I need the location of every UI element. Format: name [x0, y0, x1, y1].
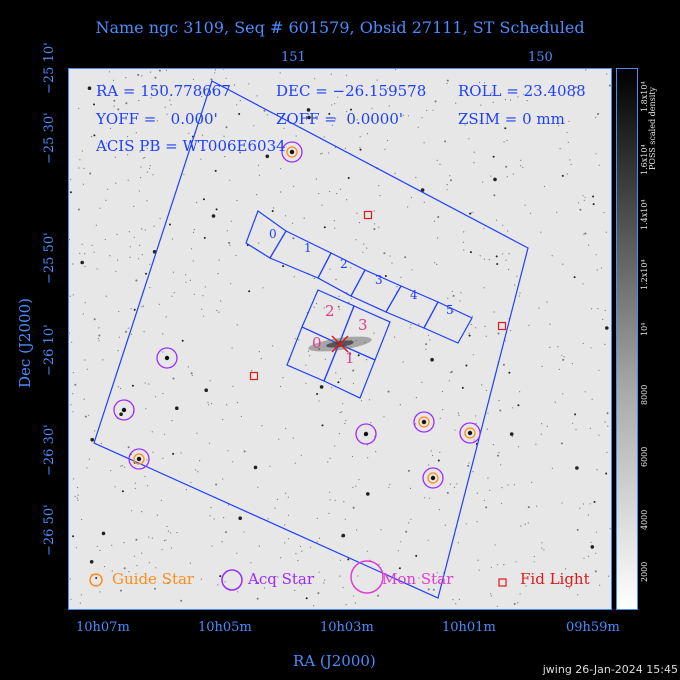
timestamp-credit: jwing 26-Jan-2024 15:45	[542, 663, 678, 676]
star-point	[289, 149, 295, 155]
colorbar-tick: 1.6x10⁴	[640, 144, 649, 175]
target-galaxy	[308, 335, 372, 353]
acis-i-array	[286, 289, 391, 399]
chip-label-2: 2	[340, 257, 348, 271]
aimpoint-chip-label-0: 0	[312, 334, 322, 352]
fid-light-legend-label: Fid Light	[520, 570, 590, 588]
aimpoint-chip-label-2: 2	[325, 302, 335, 320]
fid-light-legend-icon	[498, 578, 507, 587]
acis-s-array	[245, 210, 473, 344]
acis-value: ACIS PB = WT006E6034	[96, 137, 286, 155]
chip-label-5: 5	[446, 303, 454, 317]
colorbar-tick: 1.2x10⁴	[640, 259, 649, 290]
acq-star-marker	[422, 467, 444, 489]
aimpoint-marker	[331, 335, 349, 353]
fid-light-marker	[249, 371, 259, 381]
acq-star-legend-icon	[221, 569, 243, 591]
chip-label-1: 1	[304, 241, 312, 255]
plot-title: Name ngc 3109, Seq # 601579, Obsid 27111…	[95, 18, 585, 37]
colorbar-tick: 10⁴	[640, 322, 649, 336]
y-axis-title: Dec (J2000)	[16, 298, 34, 388]
zoff-value: ZOFF = 0.0000'	[276, 110, 404, 128]
top-tick-label: 151	[281, 50, 306, 65]
colorbar-tick: 1.4x10⁴	[640, 199, 649, 230]
x-axis-title: RA (J2000)	[293, 652, 376, 670]
colorbar	[616, 68, 638, 610]
y-tick-label: −25 10'	[42, 42, 57, 94]
colorbar-tick: 1.8x10⁴	[640, 81, 649, 112]
y-tick-label: −25 50'	[42, 232, 57, 284]
aimpoint-chip-label-3: 3	[358, 316, 368, 334]
guide-star-legend-icon	[89, 573, 103, 587]
y-tick-label: −26 50'	[42, 504, 57, 556]
chip-label-3: 3	[375, 273, 383, 287]
star-point	[121, 407, 127, 413]
overlay	[93, 80, 529, 599]
chip-label-0: 0	[269, 227, 277, 241]
x-tick-label: 09h59m	[566, 620, 620, 635]
star-point	[363, 431, 369, 437]
acq-star-marker	[113, 399, 135, 421]
colorbar-tick: 8000	[640, 384, 649, 405]
mon-star-legend-label: Mon Star	[382, 570, 454, 588]
aimpoint-chip-label-1: 1	[345, 349, 355, 367]
ra-value: RA = 150.778667	[96, 82, 231, 100]
star-point	[421, 419, 427, 425]
colorbar-tick: 6000	[640, 446, 649, 467]
acq-star-legend-label: Acq Star	[248, 570, 315, 588]
acq-star-marker	[413, 411, 435, 433]
top-tick-label: 150	[528, 50, 553, 65]
mon-star-legend-icon	[350, 560, 384, 594]
guide-star-marker	[464, 427, 476, 439]
yoff-value: YOFF = 0.000'	[96, 110, 218, 128]
guide-star-marker	[286, 146, 298, 158]
x-tick-label: 10h07m	[76, 620, 130, 635]
colorbar-tick: 4000	[640, 509, 649, 530]
acq-star-marker	[281, 141, 303, 163]
fid-light-marker	[497, 321, 507, 331]
chip-label-4: 4	[410, 288, 418, 302]
guide-star-marker	[133, 453, 145, 465]
star-point	[164, 355, 170, 361]
star-point	[467, 430, 473, 436]
star-point	[136, 456, 142, 462]
x-tick-label: 10h03m	[320, 620, 374, 635]
colorbar-tick: 2000	[640, 561, 649, 582]
y-tick-label: −25 30'	[42, 112, 57, 164]
dec-value: DEC = −26.159578	[276, 82, 427, 100]
y-tick-label: −26 10'	[42, 324, 57, 376]
acq-star-marker	[355, 423, 377, 445]
x-tick-label: 10h01m	[442, 620, 496, 635]
guide-star-marker	[418, 416, 430, 428]
guide-star-marker	[427, 472, 439, 484]
star-point	[430, 475, 436, 481]
acq-star-marker	[459, 422, 481, 444]
colorbar-label: POSS scaled density	[648, 86, 657, 170]
x-tick-label: 10h05m	[198, 620, 252, 635]
y-tick-label: −26 30'	[42, 424, 57, 476]
acq-star-marker	[128, 448, 150, 470]
guide-star-legend-label: Guide Star	[112, 570, 195, 588]
zsim-value: ZSIM = 0 mm	[458, 110, 565, 128]
fid-light-marker	[363, 210, 373, 220]
hrc-field-outline	[93, 80, 529, 599]
roll-value: ROLL = 23.4088	[458, 82, 586, 100]
acq-star-marker	[156, 347, 178, 369]
